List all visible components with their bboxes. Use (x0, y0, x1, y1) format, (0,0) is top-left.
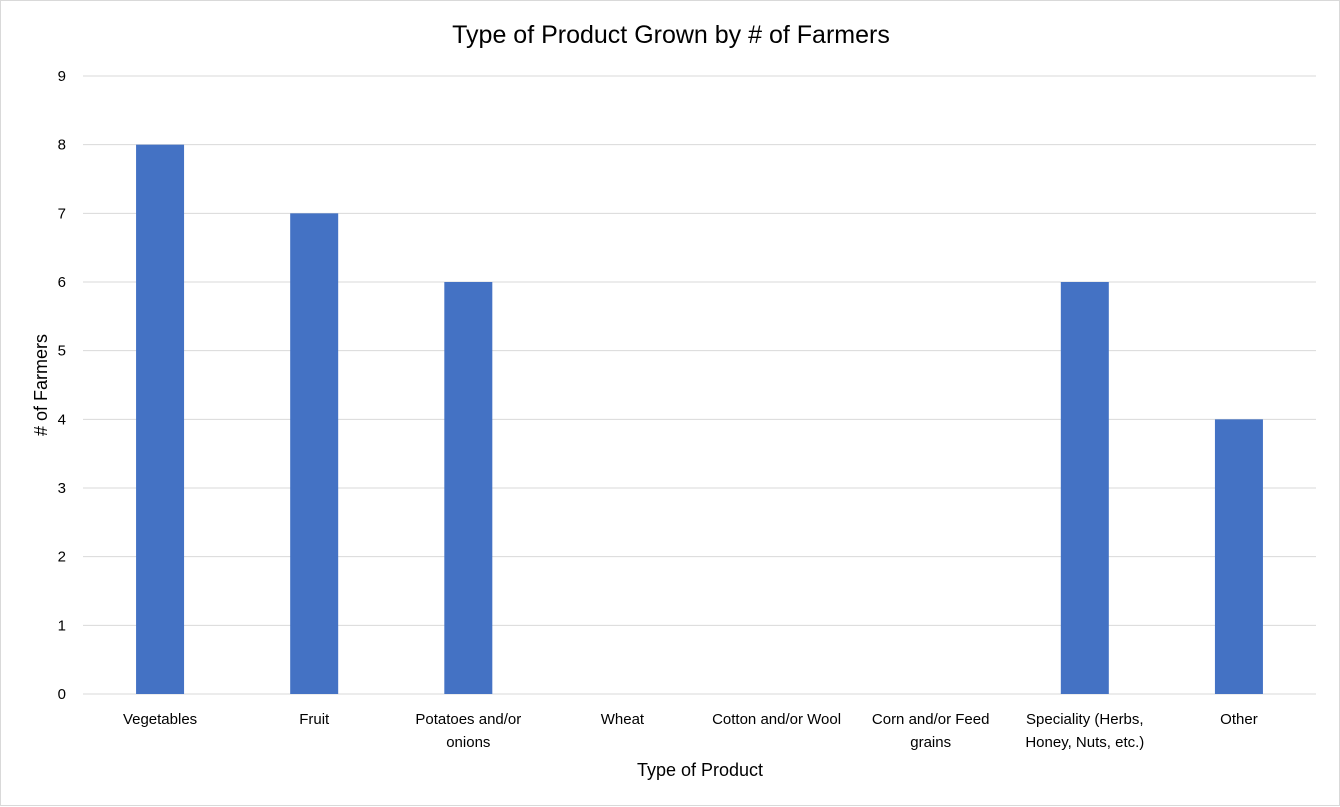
y-tick-label: 2 (58, 549, 66, 566)
bar (1060, 282, 1109, 694)
bars (136, 144, 1263, 695)
y-tick-label: 8 (58, 137, 66, 154)
y-axis-title: # of Farmers (31, 334, 51, 436)
x-axis-categories: Vegetables Fruit Potatoes and/or onions Whea… (123, 711, 1258, 751)
y-tick-label: 3 (58, 480, 66, 497)
x-category-label: Fruit (299, 711, 330, 728)
bar (136, 144, 185, 694)
y-axis-ticks: 0 1 2 3 4 5 6 7 8 9 (58, 68, 66, 703)
chart-title: Type of Product Grown by # of Farmers (452, 21, 890, 49)
y-tick-label: 6 (58, 274, 66, 291)
x-category-label: Vegetables (123, 711, 197, 728)
x-category-label: Speciality (Herbs, Honey, Nuts, etc.) (1025, 711, 1144, 751)
bar (1214, 419, 1263, 694)
x-category-label: Cotton and/or Wool (712, 711, 841, 728)
bar (444, 282, 493, 694)
y-tick-label: 7 (58, 205, 66, 222)
y-tick-label: 1 (58, 617, 66, 634)
gridlines (83, 75, 1316, 695)
x-category-label: Wheat (601, 711, 645, 728)
y-tick-label: 0 (58, 686, 66, 703)
x-category-label: Potatoes and/or onions (415, 711, 521, 751)
y-tick-label: 5 (58, 343, 66, 360)
x-axis-title: Type of Product (637, 760, 763, 780)
bar (290, 213, 339, 695)
x-category-label: Other (1220, 711, 1258, 728)
y-tick-label: 9 (58, 68, 66, 85)
y-tick-label: 4 (58, 411, 66, 428)
x-category-label: Corn and/or Feed grains (872, 711, 990, 751)
